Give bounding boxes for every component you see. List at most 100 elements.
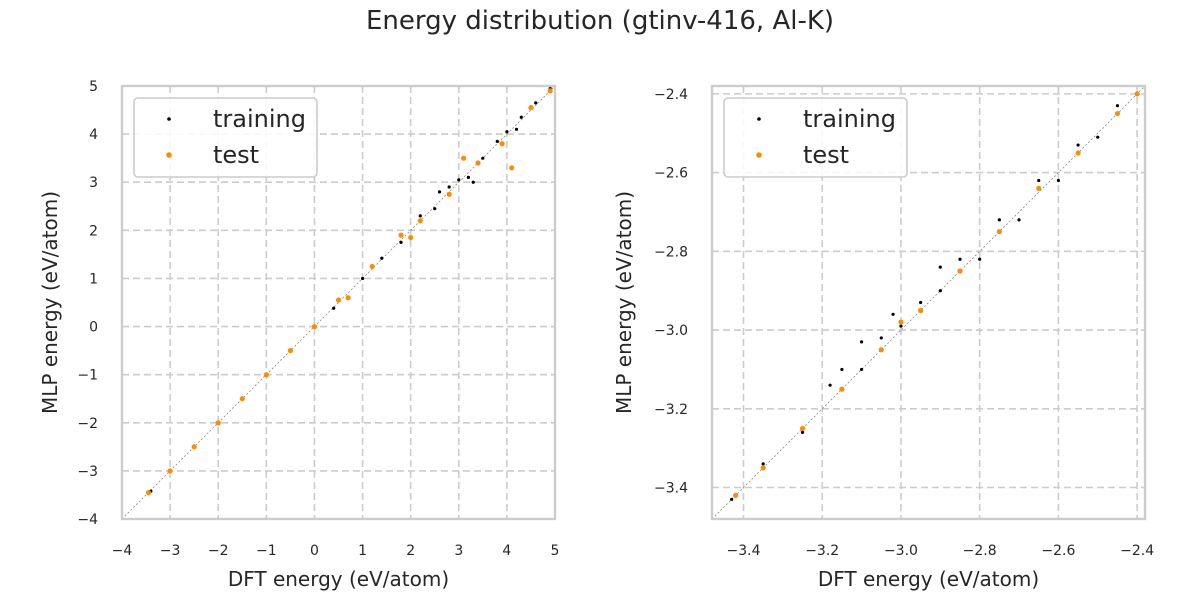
y-tick-label-right-1: −3.2: [654, 402, 688, 418]
point-training-left-9: [418, 214, 422, 218]
point-training-left-16: [505, 130, 509, 134]
point-test-left-12: [408, 234, 414, 241]
point-test-left-3: [215, 420, 221, 426]
point-training-left-7: [380, 256, 384, 260]
point-test-right-0: [733, 492, 739, 498]
y-axis-label-right: MLP energy (eV/atom): [612, 191, 636, 414]
y-tick-label-left-8: 4: [89, 127, 98, 143]
x-tick-label-left-4: 0: [310, 543, 319, 559]
legend-left: training test: [133, 97, 318, 178]
point-test-right-11: [1114, 110, 1121, 117]
point-training-right-17: [1076, 143, 1080, 147]
x-axis-label-right: DFT energy (eV/atom): [818, 567, 1039, 591]
y-tick-label-left-9: 5: [89, 79, 98, 95]
point-training-right-10: [938, 289, 942, 293]
y-axis-label-left: MLP energy (eV/atom): [38, 191, 62, 414]
point-training-left-18: [534, 101, 538, 105]
x-tick-label-right-4: −2.6: [1041, 543, 1075, 559]
point-test-left-10: [369, 263, 375, 270]
x-tick-label-left-8: 4: [502, 543, 511, 559]
y-tick-label-left-4: 0: [89, 320, 98, 336]
points-left: [145, 86, 553, 496]
point-training-left-13: [466, 175, 470, 180]
y-tick-label-left-2: −2: [77, 416, 98, 432]
point-test-left-16: [475, 160, 481, 166]
y-tick-label-left-6: 2: [89, 223, 98, 239]
legend-box-left: [133, 97, 318, 178]
point-test-left-2: [191, 444, 197, 450]
point-test-right-4: [878, 347, 884, 353]
point-training-left-11: [447, 185, 451, 189]
point-test-left-5: [263, 372, 269, 378]
point-training-right-12: [978, 257, 982, 261]
point-training-right-3: [828, 383, 832, 387]
point-test-left-13: [417, 218, 423, 224]
point-training-left-10: [433, 207, 437, 211]
x-tick-label-left-5: 1: [358, 543, 367, 559]
x-tick-label-right-2: −3.0: [884, 543, 918, 559]
figure-title: Energy distribution (gtinv-416, Al-K): [365, 6, 835, 36]
point-training-right-19: [1115, 104, 1120, 108]
point-test-right-1: [760, 465, 766, 471]
chart-left: −4 −3 −2 −1 0 1 2 3 4 5 −4 −3 −2 −1 0 1 2 3 4 5 DFT energy …: [38, 79, 559, 591]
x-tick-label-right-5: −2.4: [1120, 543, 1154, 559]
point-training-right-21: [859, 340, 864, 344]
point-training-right-15: [1037, 178, 1041, 183]
point-training-right-11: [958, 257, 962, 261]
legend-marker-test-right: [756, 152, 762, 158]
legend-label-training-right: training: [803, 105, 896, 133]
point-test-left-15: [460, 155, 467, 161]
y-tick-label-right-5: −2.4: [654, 87, 688, 103]
point-training-right-1: [761, 462, 765, 466]
point-test-left-14: [446, 191, 452, 197]
y-tick-label-left-0: −4: [77, 512, 98, 528]
y-tick-label-right-2: −3.0: [654, 323, 688, 339]
point-test-right-7: [957, 268, 963, 274]
ticks-left: −4 −3 −2 −1 0 1 2 3 4 5 −4 −3 −2 −1 0 1 2 3 4 5: [77, 79, 559, 559]
point-training-left-6: [360, 276, 365, 281]
legend-label-test-left: test: [213, 141, 259, 169]
point-training-left-21: [471, 180, 475, 184]
x-tick-label-left-1: −3: [160, 543, 181, 559]
point-training-right-16: [1056, 178, 1060, 183]
axes-frame-left: [120, 84, 557, 521]
legend-label-training-left: training: [213, 105, 306, 133]
point-test-left-19: [528, 105, 534, 111]
point-training-right-5: [859, 367, 864, 372]
axes-frame-right: [710, 84, 1147, 521]
x-tick-label-left-9: 5: [551, 543, 560, 559]
y-tick-label-right-4: −2.6: [654, 166, 688, 182]
point-training-right-4: [840, 367, 844, 372]
point-test-left-17: [499, 141, 505, 147]
point-test-left-0: [145, 489, 152, 496]
points-right: [730, 91, 1140, 501]
point-test-left-11: [398, 232, 404, 238]
point-training-left-20: [437, 190, 442, 194]
legend-right: training test: [723, 97, 908, 178]
point-training-right-22: [938, 265, 942, 269]
point-training-left-15: [495, 139, 499, 143]
x-axis-label-left: DFT energy (eV/atom): [228, 567, 449, 591]
point-test-right-2: [799, 425, 806, 432]
legend-label-test-right: test: [803, 141, 849, 169]
point-training-left-22: [514, 127, 519, 131]
point-test-right-9: [1036, 185, 1042, 191]
point-training-right-7: [891, 312, 895, 316]
point-test-left-8: [335, 297, 342, 303]
point-test-left-7: [311, 323, 318, 330]
legend-marker-training-right: [757, 117, 761, 121]
point-training-right-8: [899, 324, 903, 328]
legend-marker-test-left: [166, 152, 172, 158]
x-tick-label-left-2: −2: [208, 543, 229, 559]
x-tick-label-right-3: −2.8: [963, 543, 997, 559]
point-test-left-4: [239, 396, 245, 402]
x-tick-label-left-0: −4: [112, 543, 133, 559]
x-tick-label-left-3: −1: [256, 543, 277, 559]
point-test-right-3: [839, 386, 845, 392]
point-training-left-5: [332, 306, 336, 310]
x-tick-label-left-6: 2: [406, 543, 415, 559]
point-test-right-5: [898, 319, 904, 325]
point-test-left-9: [345, 295, 351, 301]
y-tick-label-right-0: −3.4: [654, 481, 688, 497]
point-training-right-13: [997, 218, 1001, 222]
